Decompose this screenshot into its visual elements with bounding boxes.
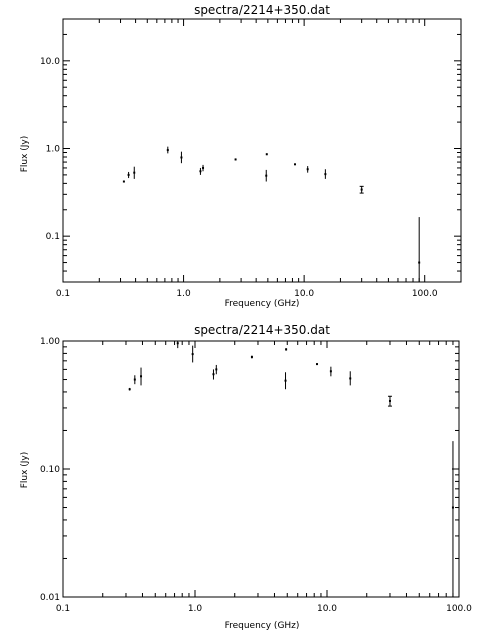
bottom-plot-point: [451, 506, 454, 509]
bottom-plot-point: [250, 355, 253, 358]
top-plot-ylabel: Flux (Jy): [20, 136, 30, 173]
bottom-plot-point: [285, 348, 288, 351]
bottom-plot-point: [191, 353, 194, 356]
bottom-plot-xtick-label: 100.0: [446, 604, 472, 614]
bottom-plot-point: [128, 388, 131, 391]
top-plot-data: [122, 146, 421, 282]
top-plot-point: [418, 261, 421, 264]
top-plot-point: [360, 188, 363, 191]
top-plot-ytick-label: 0.1: [46, 232, 60, 242]
top-plot-point: [324, 173, 327, 176]
bottom-plot-title: spectra/2214+350.dat: [194, 323, 330, 337]
bottom-plot-point: [215, 368, 218, 371]
top-plot-point: [127, 173, 130, 176]
top-plot-point: [265, 174, 268, 177]
top-plot-frame: [62, 18, 462, 283]
top-plot-title: spectra/2214+350.dat: [194, 3, 330, 17]
bottom-plot-point: [349, 377, 352, 380]
bottom-plot-ytick-label: 1.00: [40, 337, 60, 347]
top-plot-point: [306, 168, 309, 171]
bottom-plot-data: [128, 341, 454, 597]
top-plot-point: [133, 171, 136, 174]
bottom-plot-point: [329, 370, 332, 373]
top-plot-ytick-label: 10.0: [40, 57, 60, 67]
top-plot-point: [166, 149, 169, 152]
top-plot-point: [294, 163, 297, 166]
top-plot-ytick-label: 1.0: [46, 144, 61, 154]
bottom-plot-point: [176, 342, 179, 345]
top-plot-point: [180, 156, 183, 159]
bottom-plot-point: [140, 375, 143, 378]
bottom-plot-point: [284, 379, 287, 382]
top-plot-xtick-label: 100.0: [412, 289, 438, 299]
bottom-plot: spectra/2214+350.dat Frequency (GHz) Flu…: [20, 323, 472, 631]
top-plot-point: [199, 170, 202, 173]
bottom-plot-xlabel: Frequency (GHz): [225, 621, 300, 631]
top-plot-point: [202, 166, 205, 169]
top-plot-point: [265, 153, 268, 156]
bottom-plot-point: [212, 373, 215, 376]
top-plot-xtick-label: 1.0: [176, 289, 191, 299]
top-plot-xlabel: Frequency (GHz): [225, 299, 300, 309]
bottom-plot-ticks: 0.1 1.0 10.0 100.0 0.01 0.10 1.00: [40, 337, 472, 614]
top-plot-xtick-label: 0.1: [56, 289, 70, 299]
bottom-plot-point: [388, 399, 391, 402]
bottom-plot-ytick-label: 0.10: [40, 465, 60, 475]
top-plot: spectra/2214+350.dat Frequency (GHz) Flu…: [20, 3, 462, 309]
bottom-plot-ytick-label: 0.01: [40, 593, 60, 603]
top-plot-point: [234, 158, 237, 161]
bottom-plot-point: [316, 363, 319, 366]
top-plot-ticks: 0.1 1.0 10.0 100.0 0.1 1.0 10.0: [40, 18, 462, 299]
bottom-plot-xtick-label: 1.0: [188, 604, 203, 614]
bottom-plot-xtick-label: 10.0: [317, 604, 337, 614]
bottom-plot-xtick-label: 0.1: [56, 604, 70, 614]
bottom-plot-point: [133, 378, 136, 381]
bottom-plot-ylabel: Flux (Jy): [20, 452, 30, 489]
top-plot-xtick-label: 10.0: [294, 289, 314, 299]
top-plot-point: [122, 180, 125, 183]
